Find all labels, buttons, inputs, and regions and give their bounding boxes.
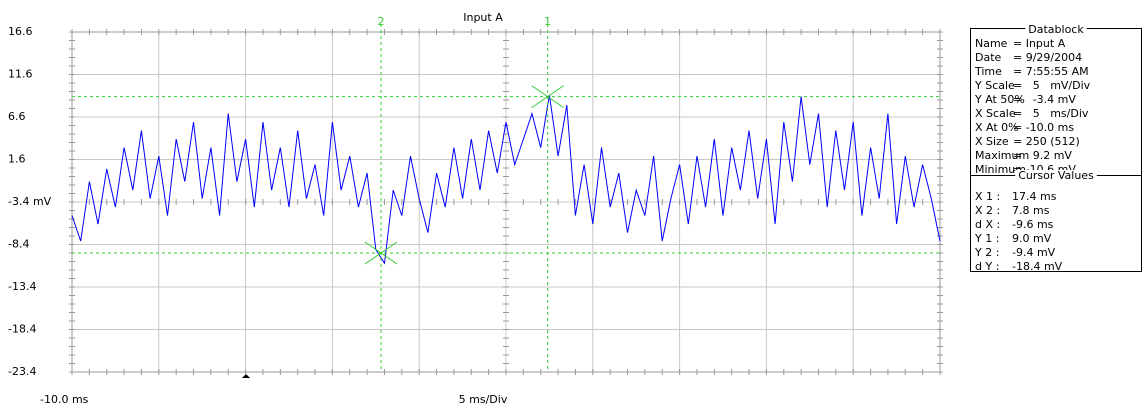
panel-label: X 1 :	[975, 190, 1000, 203]
panel-value: 9.0 mV	[1012, 232, 1052, 245]
panel-value: = 9.2 mV	[1013, 149, 1072, 162]
panel-label: X Size	[975, 135, 1009, 148]
panel-label: Y 2 :	[974, 246, 999, 259]
cursor-label: 1	[544, 15, 551, 28]
panel-title: Datablock	[1028, 23, 1084, 36]
panel-title: Cursor Values	[1018, 169, 1094, 182]
trigger-marker	[242, 374, 250, 378]
panel-value: = 7:55:55 AM	[1013, 65, 1089, 78]
panel-value: 7.8 ms	[1012, 204, 1050, 217]
panel-label: Y Scale	[974, 79, 1015, 92]
panel-value: -9.4 mV	[1012, 246, 1056, 259]
panel-value: = 5 mV/Div	[1013, 79, 1091, 92]
panel-label: X At 0%	[975, 121, 1019, 134]
panel-label: X Scale	[975, 107, 1016, 120]
title-backdrop	[1015, 170, 1097, 182]
cursor-marker	[364, 241, 398, 265]
panel-value: = -10.0 ms	[1013, 121, 1074, 134]
y-tick-label: 11.6	[8, 68, 33, 81]
x-scale-label: 5 ms/Div	[459, 393, 508, 406]
x-tick-label: -10.0 ms	[40, 393, 89, 406]
y-tick-label: 1.6	[8, 153, 26, 166]
panel-value: = 5 ms/Div	[1013, 107, 1089, 120]
y-tick-label: -23.4	[8, 365, 36, 378]
title-backdrop	[1025, 24, 1087, 36]
panel-value: = 250 (512)	[1013, 135, 1080, 148]
cursor-marker	[531, 85, 564, 109]
panel-value: = 9/29/2004	[1013, 51, 1082, 64]
cursor-label: 2	[378, 15, 385, 28]
panel-value: -9.6 ms	[1012, 218, 1054, 231]
panel-label: Minimum	[975, 163, 1026, 176]
panel-value: = Input A	[1013, 37, 1066, 50]
y-tick-label: 16.6	[8, 25, 33, 38]
panel-label: Maximum	[975, 149, 1029, 162]
panel-value: = -3.4 mV	[1013, 93, 1076, 106]
panel-label: Y At 50%	[974, 93, 1025, 106]
chart-title: Input A	[463, 11, 503, 24]
panel-label: d X :	[975, 218, 1000, 231]
signal-line	[71, 94, 941, 265]
panel-value: 17.4 ms	[1012, 190, 1057, 203]
panel-label: Name	[975, 37, 1008, 50]
y-tick-label: -8.4	[8, 238, 29, 251]
panel-label: Time	[974, 65, 1002, 78]
y-tick-label: -13.4	[8, 280, 36, 293]
panel-label: d Y :	[975, 260, 999, 273]
panel-value: -18.4 mV	[1012, 260, 1063, 273]
panel-label: Date	[975, 51, 1002, 64]
panel-label: Y 1 :	[974, 232, 999, 245]
y-tick-label: -18.4	[8, 323, 36, 336]
plot-frame	[71, 31, 941, 373]
y-tick-label: -3.4 mV	[8, 195, 52, 208]
y-tick-label: 6.6	[8, 110, 26, 123]
panel-label: X 2 :	[975, 204, 1000, 217]
